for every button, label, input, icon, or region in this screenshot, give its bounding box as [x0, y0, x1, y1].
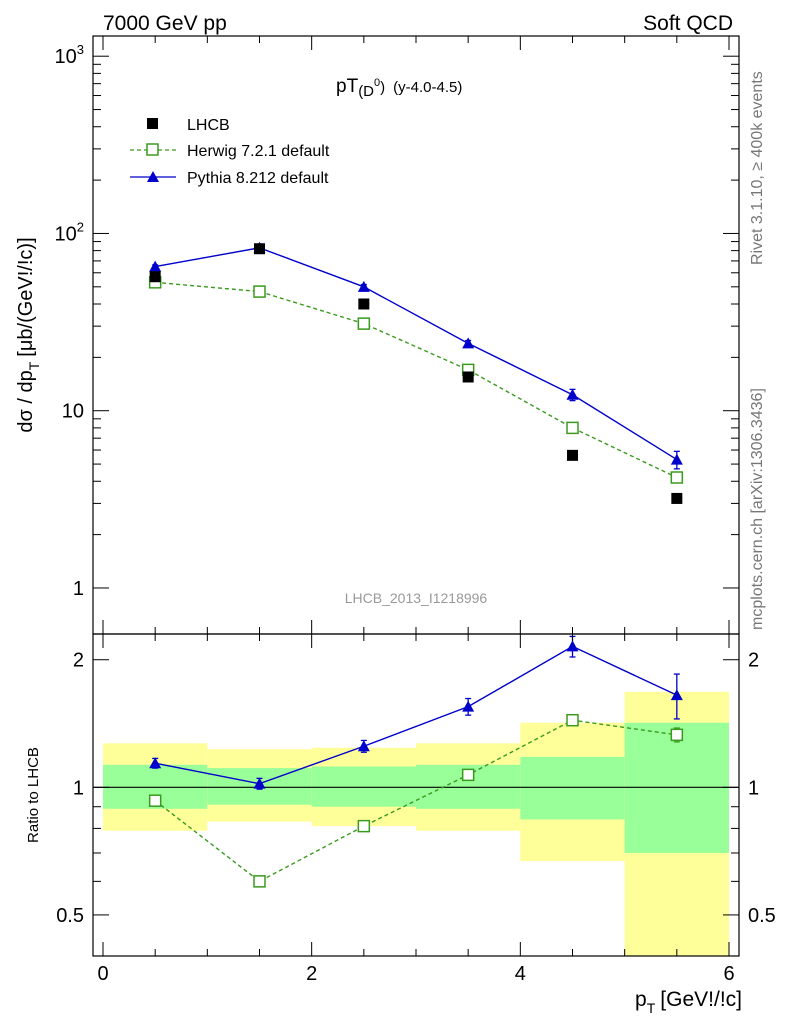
y-tick-label: 10 [62, 401, 84, 423]
main-panel: 1 10 102 103 pT(D0) (y-4.0-4.5) LHCB Herwig … [15, 35, 740, 635]
ratio-herwig-point [357, 819, 371, 833]
ratio-pythia-point [357, 740, 370, 752]
analysis-watermark: LHCB_2013_I1218996 [345, 590, 488, 606]
header-category: Soft QCD [643, 12, 733, 35]
ratio-pythia-point [149, 757, 162, 769]
x-tick-label: 2 [306, 963, 317, 985]
ratio-pythia-point [670, 689, 683, 701]
green-band [520, 756, 625, 820]
y-tick-label: 1 [73, 578, 84, 600]
legend-pythia-label: Pythia 8.212 default [187, 170, 329, 187]
pythia-point [462, 337, 475, 349]
legend-pythia-marker [147, 171, 159, 182]
ratio-pythia-point [566, 640, 579, 652]
ratio-herwig-point [461, 768, 475, 782]
herwig-point [357, 317, 371, 330]
main-plot-content [148, 241, 684, 504]
lhcb-point [567, 449, 578, 461]
lhcb-point [254, 243, 265, 255]
x-axis-label: pT [GeV!/!c] [635, 988, 742, 1016]
header-energy: 7000 GeV pp [103, 12, 227, 35]
pythia-point [566, 388, 579, 400]
ratio-herwig-point [670, 728, 684, 742]
lhcb-point [358, 298, 370, 310]
ratio-bands [93, 691, 739, 956]
pythia-line [155, 247, 678, 461]
rivet-label: Rivet 3.1.10, ≥ 400k events [749, 71, 766, 265]
ratio-y-tick-label-left: 0.5 [56, 905, 84, 927]
y-tick-label: 102 [55, 219, 84, 245]
ratio-frame [92, 633, 740, 957]
ratio-pythia-point [462, 700, 475, 712]
plot-title: pT(D0) (y-4.0-4.5) [336, 76, 462, 100]
ratio-y-tick-label-left: 1 [73, 777, 84, 799]
ratio-y-axis-label: Ratio to LHCB [25, 747, 42, 843]
legend-herwig-marker [146, 143, 159, 156]
green-band [311, 766, 416, 807]
mcplots-label: mcplots.cern.ch [arXiv:1306.3436] [749, 388, 766, 630]
pythia-point [357, 280, 370, 292]
ratio-herwig-point [148, 794, 162, 807]
ratio-y-tick-label-left: 2 [73, 650, 84, 672]
x-tick-label: 4 [515, 963, 526, 985]
ratio-herwig-point [253, 875, 266, 888]
y-tick-label: 103 [55, 42, 84, 68]
lhcb-point [671, 492, 683, 504]
legend: LHCB Herwig 7.2.1 default Pythia 8.212 d… [130, 117, 330, 187]
ratio-y-tick-label-right: 1 [748, 777, 759, 799]
x-tick-label: 6 [723, 963, 734, 985]
ratio-herwig-point [566, 713, 579, 727]
x-tick-label: 0 [97, 963, 108, 985]
herwig-line [155, 281, 678, 479]
ratio-herwig-line [154, 719, 677, 883]
herwig-point [566, 421, 579, 435]
lhcb-point [149, 271, 161, 283]
pythia-point [149, 260, 162, 272]
herwig-point [670, 471, 684, 484]
ratio-ticks: 0.5 0.5 1 1 2 2 0 2 4 6 [56, 634, 776, 985]
ratio-y-tick-label-right: 0.5 [748, 905, 776, 927]
pythia-point [670, 453, 683, 465]
lhcb-point [462, 371, 474, 383]
legend-lhcb-label: LHCB [187, 117, 230, 134]
main-y-ticks: 1 10 102 103 [55, 36, 739, 634]
legend-lhcb-marker [147, 118, 158, 129]
ratio-pythia-line [155, 645, 678, 785]
ratio-pythia-point [253, 777, 266, 789]
ratio-plot-content [148, 635, 684, 888]
ratio-panel: 0.5 0.5 1 1 2 2 0 2 4 6 Ratio to LHCB pT [GeV!/!c] [25, 633, 776, 1016]
main-y-axis-label: dσ / dpT[μb/(GeV!/!c)] [15, 237, 42, 432]
ratio-y-tick-label-right: 2 [748, 650, 759, 672]
herwig-point [253, 285, 266, 298]
legend-herwig-label: Herwig 7.2.1 default [187, 143, 330, 160]
